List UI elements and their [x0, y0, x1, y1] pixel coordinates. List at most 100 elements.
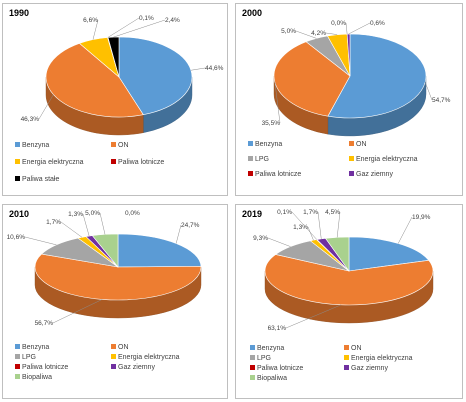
data-label: 1,3%: [68, 211, 83, 218]
legend-item-benzyna: Benzyna: [248, 140, 282, 149]
legend-swatch: [344, 345, 349, 350]
legend-label: ON: [118, 344, 129, 351]
legend-swatch: [15, 354, 20, 359]
data-label: 63,1%: [268, 325, 287, 332]
data-label: 56,7%: [35, 320, 54, 327]
pie-chart-svg: 24,7% 56,7% 10,6% 1,7% 1,3% 5,0% 0,0%: [7, 210, 202, 327]
legend-item-on: ON: [111, 141, 129, 150]
data-label: 44,6%: [205, 65, 224, 72]
leader-line: [82, 213, 90, 237]
legend-item-on: ON: [344, 344, 362, 353]
data-label: 1,7%: [46, 219, 61, 226]
legend-swatch: [250, 375, 255, 380]
pie-slice-benzyna: [117, 233, 202, 268]
legend-label: Benzyna: [22, 142, 50, 149]
pie-slice-benzyna: [327, 33, 427, 119]
pie-chart-svg: 44,6% 46,3% 6,6% 0,1% 2,4%: [21, 15, 224, 136]
legend-label: Paliwa lotnicze: [255, 171, 302, 178]
legend-label: Benzyna: [22, 344, 50, 351]
chart-title: 2010: [9, 209, 30, 219]
legend-swatch: [248, 156, 253, 161]
legend-swatch: [15, 176, 20, 181]
legend-label: Energia elektryczna: [118, 354, 180, 361]
leader-line: [348, 22, 371, 35]
leader-line: [295, 30, 317, 39]
data-label: 1,3%: [293, 224, 308, 231]
legend-label: ON: [118, 142, 129, 149]
legend-item-benzyna: Benzyna: [15, 343, 49, 352]
legend-swatch: [248, 141, 253, 146]
legend-label: Paliwa stałe: [22, 176, 60, 183]
legend-swatch: [111, 354, 116, 359]
legend-item-energia-elektryczna: Energia elektryczna: [349, 155, 417, 164]
pie-slice-benzyna: [348, 236, 430, 272]
data-label: 5,0%: [281, 28, 296, 35]
legend-label: Energia elektryczna: [351, 355, 413, 362]
data-label: 4,5%: [325, 209, 340, 216]
legend-item-gaz-ziemny: Gaz ziemny: [349, 170, 393, 179]
data-label: 0,1%: [277, 209, 292, 216]
data-label: 4,2%: [311, 30, 326, 37]
data-label: 35,5%: [262, 120, 281, 127]
leader-line: [92, 19, 99, 40]
leader-line: [99, 212, 106, 235]
leader-line: [38, 94, 54, 120]
legend-label: Energia elektryczna: [356, 156, 418, 163]
legend-label: Gaz ziemny: [356, 171, 393, 178]
pie-slice-on: [34, 253, 202, 301]
legend-item-energia-elektryczna: Energia elektryczna: [15, 158, 83, 167]
leader-line: [325, 32, 338, 35]
leader-line: [285, 304, 342, 329]
legend-swatch: [15, 142, 20, 147]
leader-line: [60, 221, 83, 238]
legend-label: Biopaliwa: [257, 375, 287, 382]
legend-item-energia-elektryczna: Energia elektryczna: [344, 354, 412, 363]
chart-panel-2019: 2019 19,9% 63,1% 9,3% 1,3% 0,1% 1,7% 4,5% Benz…: [235, 204, 463, 399]
legend-swatch: [349, 156, 354, 161]
leader-line: [307, 226, 314, 241]
data-label: 46,3%: [21, 116, 40, 123]
data-label: 6,6%: [83, 17, 98, 24]
legend-swatch: [15, 374, 20, 379]
chart-title: 2000: [242, 8, 263, 18]
legend-swatch: [349, 141, 354, 146]
legend-item-lpg: LPG: [250, 354, 271, 363]
data-label: 24,7%: [181, 222, 200, 229]
data-label: 19,9%: [412, 214, 431, 221]
data-label: 0,1%: [139, 15, 154, 22]
legend-item-gaz-ziemny: Gaz ziemny: [344, 364, 388, 373]
legend-label: Gaz ziemny: [351, 365, 388, 372]
legend-item-paliwa-lotnicze: Paliwa lotnicze: [15, 363, 68, 372]
legend-swatch: [250, 365, 255, 370]
legend-item-gaz-ziemny: Gaz ziemny: [111, 363, 155, 372]
legend-swatch: [15, 159, 20, 164]
leader-line: [24, 236, 57, 246]
chart-title: 2019: [242, 209, 263, 219]
data-label: 10,6%: [7, 234, 26, 241]
legend-label: LPG: [255, 156, 270, 163]
pie-slice-benzyna: [118, 36, 193, 116]
legend-item-on: ON: [111, 343, 129, 352]
data-label: 0,0%: [125, 210, 140, 217]
legend-swatch: [111, 364, 116, 369]
data-label: 2,4%: [165, 17, 180, 24]
data-label: 1,7%: [303, 209, 318, 216]
data-label: 0,6%: [370, 20, 385, 27]
pie-chart-svg: 54,7% 35,5% 5,0% 4,2% 0,0% 0,6%: [262, 20, 451, 137]
legend-item-on: ON: [349, 140, 367, 149]
legend-swatch: [15, 344, 20, 349]
chart-title: 1990: [9, 8, 30, 18]
leader-line: [190, 67, 206, 71]
legend-item-energia-elektryczna: Energia elektryczna: [111, 353, 179, 362]
legend-swatch: [248, 171, 253, 176]
leader-line: [107, 17, 140, 38]
leader-line: [424, 82, 433, 101]
legend-label: ON: [351, 345, 362, 352]
data-label: 0,0%: [331, 20, 346, 27]
leader-line: [52, 299, 103, 324]
legend-swatch: [15, 364, 20, 369]
legend-swatch: [349, 171, 354, 176]
legend-item-paliwa-stałe: Paliwa stałe: [15, 175, 59, 184]
chart-panel-2000: 2000 54,7% 35,5% 5,0% 4,2% 0,0% 0,6% Benzyna O…: [235, 3, 463, 196]
legend-item-paliwa-lotnicze: Paliwa lotnicze: [111, 158, 164, 167]
